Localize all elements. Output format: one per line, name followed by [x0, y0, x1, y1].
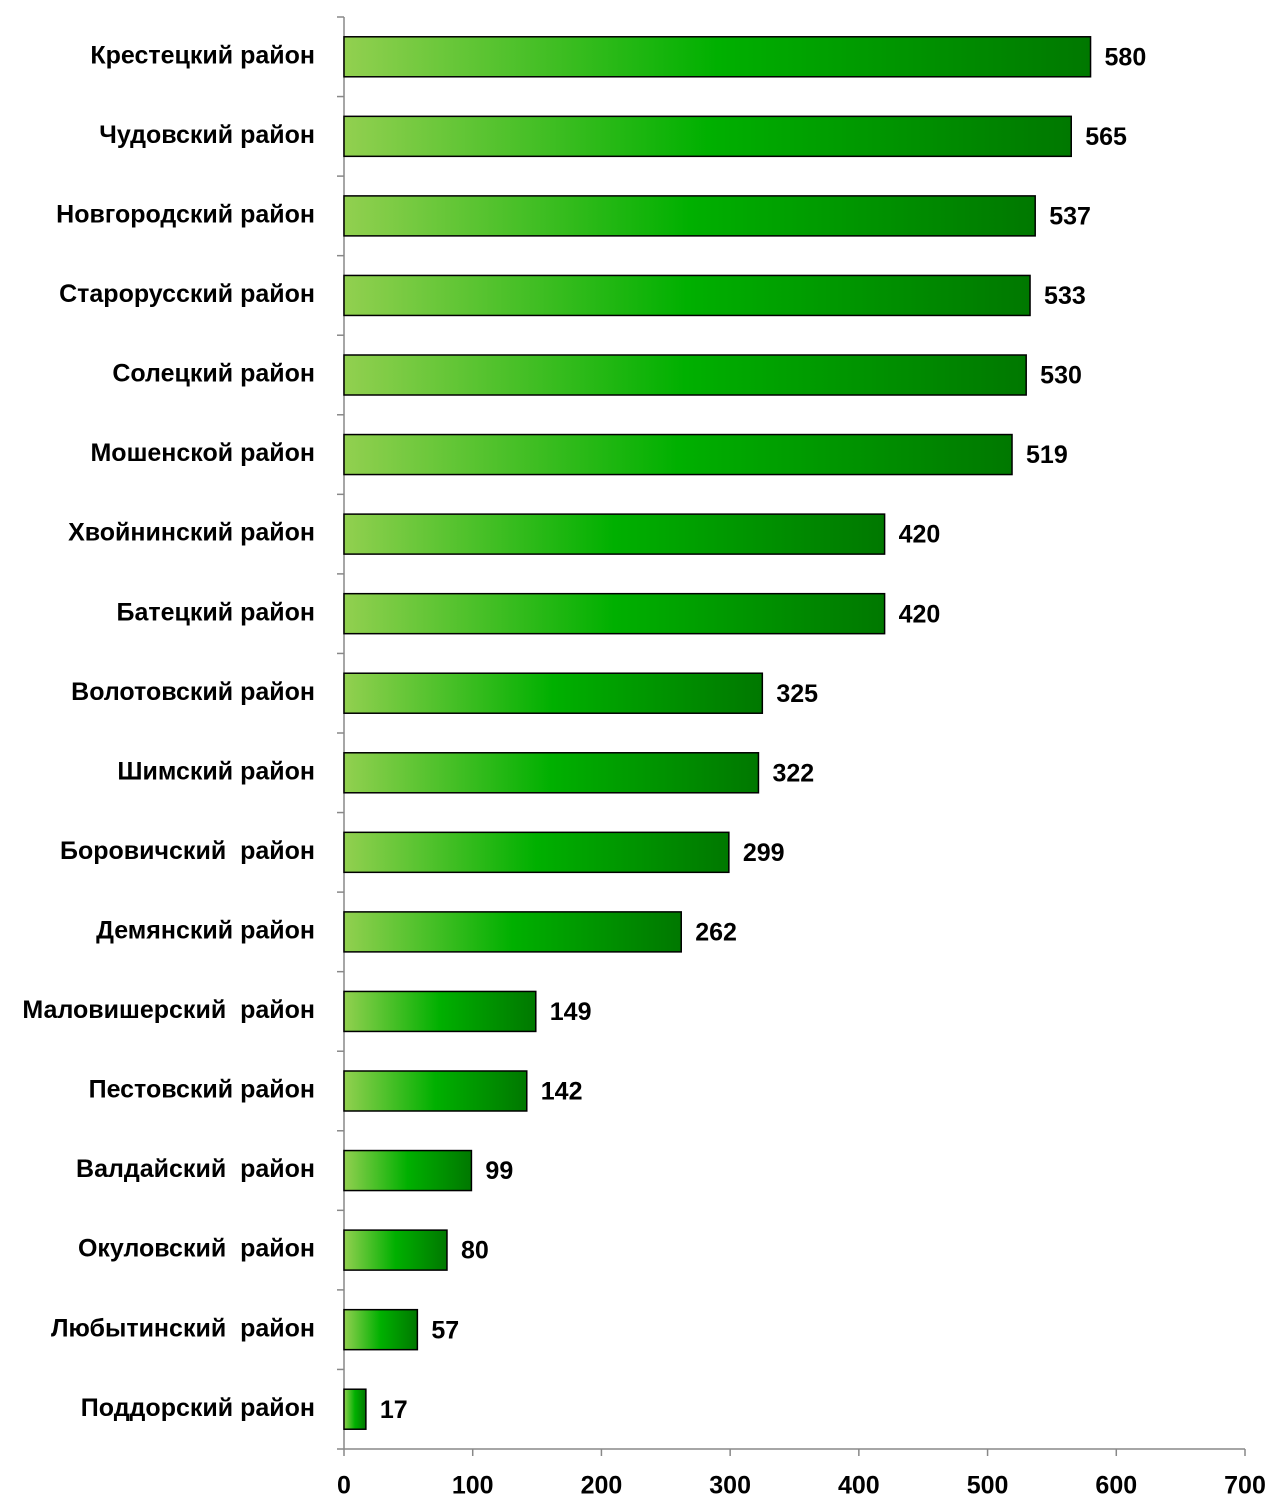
y-tick-label: Крестецкий район — [90, 41, 315, 69]
x-tick-label: 100 — [452, 1472, 494, 1500]
x-tick-label: 600 — [1095, 1472, 1137, 1500]
x-tick-label: 200 — [581, 1472, 623, 1500]
bar — [343, 1308, 419, 1351]
value-label: 530 — [1040, 362, 1082, 390]
bar — [343, 752, 760, 794]
value-label: 580 — [1105, 43, 1147, 71]
value-label: 519 — [1026, 441, 1068, 469]
bar — [343, 36, 1092, 78]
bar — [343, 354, 1027, 396]
bar — [343, 831, 730, 874]
y-tick-label: Чудовский район — [99, 121, 315, 149]
bar — [343, 1388, 367, 1430]
bar — [343, 990, 537, 1033]
y-tick-label: Маловишерский район — [22, 996, 315, 1024]
y-tick-label: Любытинский район — [51, 1314, 315, 1342]
bar — [343, 115, 1072, 158]
y-tick-label: Боровичский район — [60, 837, 315, 865]
bar — [343, 1229, 448, 1271]
x-tick-label: 300 — [709, 1472, 751, 1500]
y-tick-label: Пестовский район — [89, 1076, 315, 1104]
value-label: 420 — [899, 600, 941, 628]
bar — [343, 513, 886, 555]
y-tick-label: Солецкий район — [112, 360, 315, 388]
value-label: 99 — [485, 1157, 513, 1185]
value-label: 149 — [550, 998, 592, 1026]
value-label: 420 — [899, 521, 941, 549]
y-tick-label: Валдайский район — [76, 1155, 315, 1183]
value-label: 565 — [1085, 123, 1127, 151]
value-label: 142 — [541, 1078, 583, 1106]
value-label: 537 — [1049, 202, 1091, 230]
y-tick-label: Демянский район — [96, 916, 315, 944]
y-tick-label: Волотовский район — [71, 678, 315, 706]
bar — [343, 1070, 528, 1112]
value-label: 322 — [772, 759, 814, 787]
bar — [343, 195, 1036, 237]
y-tick-label: Окуловский район — [78, 1235, 315, 1263]
bar — [343, 274, 1031, 317]
y-tick-label: Поддорский район — [81, 1394, 315, 1422]
value-label: 80 — [461, 1237, 489, 1265]
x-tick-label: 700 — [1224, 1472, 1266, 1500]
y-tick-label: Хвойнинский район — [68, 519, 315, 547]
bar — [343, 911, 682, 953]
bar — [343, 592, 886, 635]
value-label: 325 — [776, 680, 818, 708]
value-label: 57 — [431, 1316, 459, 1344]
value-label: 299 — [743, 839, 785, 867]
y-tick-label: Батецкий район — [117, 598, 316, 626]
y-tick-label: Шимский район — [117, 757, 315, 785]
bar — [343, 672, 764, 714]
bar — [343, 433, 1013, 476]
y-tick-label: Мошенской район — [90, 439, 315, 467]
value-label: 533 — [1044, 282, 1086, 310]
value-label: 262 — [695, 918, 737, 946]
bar — [343, 1149, 473, 1192]
y-tick-label: Старорусский район — [59, 280, 315, 308]
value-label: 17 — [380, 1396, 408, 1424]
x-tick-label: 0 — [337, 1472, 351, 1500]
x-tick-label: 400 — [838, 1472, 880, 1500]
x-tick-label: 500 — [967, 1472, 1009, 1500]
y-tick-label: Новгородский район — [56, 200, 315, 228]
